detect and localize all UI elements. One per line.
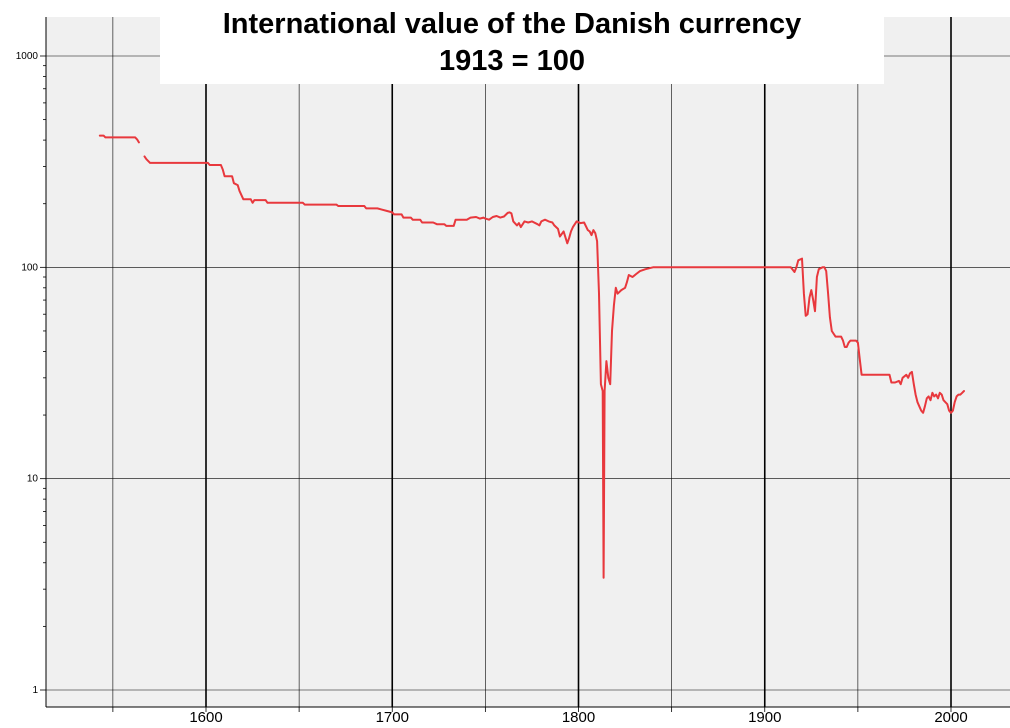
x-tick-label: 1600 (189, 709, 222, 726)
y-tick-label: 1 (32, 685, 38, 696)
series-layer (98, 134, 965, 579)
y-tick-label: 10 (27, 474, 39, 485)
x-tick-label: 1800 (562, 709, 595, 726)
title-background (160, 0, 884, 84)
y-tick-label: 1000 (16, 51, 39, 62)
plot-background (46, 17, 1010, 707)
tick-labels: 1 10 100 1000 1600 1700 1800 1900 2000 (16, 51, 968, 726)
axes (45, 17, 1010, 708)
x-tick-label: 1900 (748, 709, 781, 726)
chart-title: International value of the Danish curren… (223, 8, 802, 40)
chart-subtitle: 1913 = 100 (439, 45, 585, 77)
series-line-segment (98, 134, 140, 144)
x-tick-label: 1700 (376, 709, 409, 726)
title-block: International value of the Danish curren… (160, 0, 884, 84)
series-line-segment (143, 155, 965, 579)
x-tick-label: 2000 (934, 709, 967, 726)
y-tick-label: 100 (21, 262, 38, 273)
